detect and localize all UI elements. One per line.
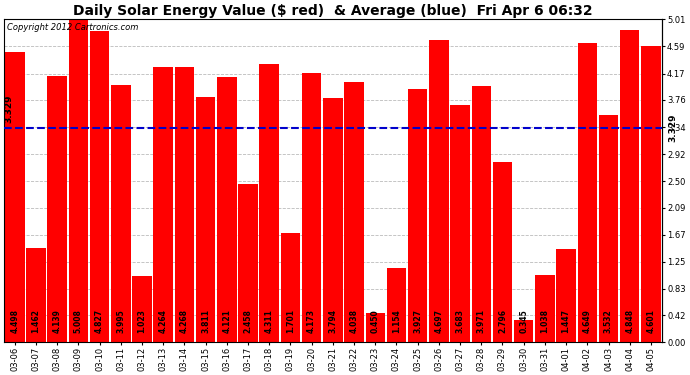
- Title: Daily Solar Energy Value ($ red)  & Average (blue)  Fri Apr 6 06:32: Daily Solar Energy Value ($ red) & Avera…: [73, 4, 593, 18]
- Text: 1.038: 1.038: [540, 309, 549, 333]
- Bar: [641, 46, 661, 342]
- Text: 3.927: 3.927: [413, 309, 422, 333]
- Bar: [578, 43, 597, 342]
- Text: Copyright 2012 Cartronics.com: Copyright 2012 Cartronics.com: [8, 22, 139, 32]
- Text: 0.345: 0.345: [519, 309, 528, 333]
- Text: 4.848: 4.848: [625, 309, 634, 333]
- Text: 4.649: 4.649: [583, 309, 592, 333]
- Bar: [5, 53, 25, 342]
- Bar: [259, 64, 279, 342]
- Bar: [111, 85, 130, 342]
- Text: 4.311: 4.311: [265, 309, 274, 333]
- Bar: [408, 89, 427, 342]
- Text: 2.796: 2.796: [498, 309, 507, 333]
- Bar: [153, 68, 173, 342]
- Text: 4.268: 4.268: [180, 309, 189, 333]
- Text: 4.038: 4.038: [350, 309, 359, 333]
- Text: 4.139: 4.139: [52, 309, 61, 333]
- Bar: [132, 276, 152, 342]
- Text: 4.601: 4.601: [647, 309, 656, 333]
- Text: 1.447: 1.447: [562, 309, 571, 333]
- Text: 1.023: 1.023: [137, 309, 146, 333]
- Text: 3.329: 3.329: [668, 114, 677, 142]
- Bar: [471, 86, 491, 342]
- Bar: [493, 162, 512, 342]
- Bar: [217, 76, 237, 342]
- Text: 0.450: 0.450: [371, 309, 380, 333]
- Text: 4.264: 4.264: [159, 309, 168, 333]
- Bar: [514, 320, 533, 342]
- Text: 1.462: 1.462: [32, 309, 41, 333]
- Bar: [323, 98, 343, 342]
- Bar: [68, 20, 88, 342]
- Bar: [48, 75, 67, 342]
- Text: 3.995: 3.995: [117, 309, 126, 333]
- Text: 1.154: 1.154: [392, 309, 401, 333]
- Bar: [302, 73, 322, 342]
- Bar: [620, 30, 640, 342]
- Text: 3.971: 3.971: [477, 309, 486, 333]
- Bar: [599, 115, 618, 342]
- Text: 3.794: 3.794: [328, 309, 337, 333]
- Text: 4.697: 4.697: [435, 309, 444, 333]
- Bar: [281, 233, 300, 342]
- Bar: [196, 97, 215, 342]
- Text: 4.827: 4.827: [95, 309, 104, 333]
- Text: 3.683: 3.683: [455, 309, 464, 333]
- Text: 4.498: 4.498: [10, 309, 19, 333]
- Bar: [535, 276, 555, 342]
- Text: 3.811: 3.811: [201, 309, 210, 333]
- Bar: [90, 31, 109, 342]
- Text: 3.532: 3.532: [604, 309, 613, 333]
- Bar: [175, 67, 194, 342]
- Bar: [429, 39, 448, 342]
- Bar: [238, 184, 258, 342]
- Text: 4.121: 4.121: [222, 309, 231, 333]
- Bar: [344, 82, 364, 342]
- Text: 5.008: 5.008: [74, 309, 83, 333]
- Bar: [556, 249, 576, 342]
- Text: 1.701: 1.701: [286, 309, 295, 333]
- Text: 2.458: 2.458: [244, 309, 253, 333]
- Bar: [366, 314, 385, 342]
- Text: 4.173: 4.173: [307, 309, 316, 333]
- Text: 3.329: 3.329: [5, 94, 14, 123]
- Bar: [451, 105, 470, 342]
- Bar: [26, 248, 46, 342]
- Bar: [386, 268, 406, 342]
